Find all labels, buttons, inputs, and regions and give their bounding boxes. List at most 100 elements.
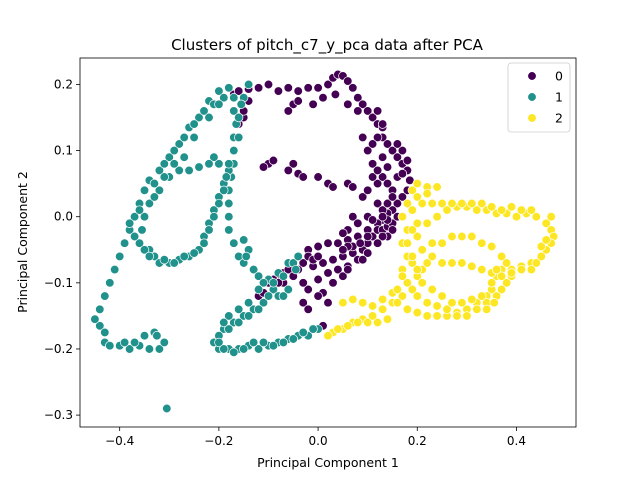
- point-cluster-1: [149, 178, 160, 189]
- point-cluster-0: [313, 83, 323, 93]
- point-cluster-0: [298, 172, 308, 182]
- point-cluster-1: [115, 251, 125, 262]
- point-cluster-1: [152, 331, 162, 341]
- point-cluster-2: [496, 205, 507, 215]
- point-cluster-2: [501, 278, 512, 288]
- point-cluster-1: [291, 264, 301, 275]
- point-cluster-0: [372, 238, 383, 248]
- point-cluster-1: [288, 334, 298, 344]
- point-cluster-0: [343, 76, 353, 86]
- x-tick-label: 0.0: [309, 434, 328, 448]
- point-cluster-2: [467, 198, 477, 209]
- point-cluster-2: [487, 278, 497, 288]
- point-cluster-0: [253, 83, 264, 93]
- point-cluster-2: [496, 284, 507, 295]
- point-cluster-1: [253, 271, 264, 281]
- point-cluster-1: [204, 225, 214, 235]
- x-tick-label: 0.2: [408, 434, 427, 448]
- point-cluster-0: [392, 139, 403, 149]
- legend-marker-1: [527, 92, 537, 102]
- point-cluster-0: [298, 298, 308, 308]
- point-cluster-1: [221, 172, 231, 182]
- point-cluster-1: [179, 152, 189, 162]
- point-cluster-2: [501, 258, 512, 268]
- point-cluster-1: [105, 278, 115, 288]
- point-cluster-1: [224, 159, 234, 169]
- y-tick-label: −0.2: [44, 342, 73, 356]
- point-cluster-1: [214, 86, 224, 96]
- point-cluster-0: [387, 145, 398, 156]
- point-cluster-2: [487, 202, 497, 212]
- point-cluster-1: [278, 291, 289, 301]
- point-cluster-2: [546, 212, 556, 222]
- point-cluster-2: [417, 198, 427, 209]
- point-cluster-0: [382, 139, 393, 149]
- point-cluster-0: [353, 93, 363, 103]
- point-cluster-1: [219, 317, 229, 328]
- x-tick-label: −0.2: [204, 434, 233, 448]
- point-cluster-1: [199, 238, 209, 248]
- point-cluster-1: [154, 165, 165, 176]
- point-cluster-1: [253, 284, 264, 295]
- point-cluster-2: [397, 212, 408, 222]
- point-cluster-2: [457, 298, 467, 308]
- legend-label-1: 1: [555, 90, 563, 105]
- point-cluster-2: [323, 331, 333, 341]
- point-cluster-2: [457, 231, 467, 242]
- point-cluster-2: [432, 182, 442, 192]
- point-cluster-2: [343, 321, 353, 331]
- point-cluster-0: [377, 152, 388, 162]
- point-cluster-0: [377, 119, 388, 129]
- point-cluster-1: [105, 341, 115, 351]
- point-cluster-2: [412, 231, 422, 242]
- y-tick-label: −0.1: [44, 276, 73, 290]
- point-cluster-1: [139, 331, 150, 341]
- point-cluster-0: [377, 172, 388, 182]
- point-cluster-2: [402, 238, 413, 248]
- point-cluster-2: [496, 251, 507, 262]
- point-cluster-2: [432, 301, 442, 311]
- point-cluster-2: [447, 298, 457, 308]
- point-cluster-2: [412, 178, 422, 189]
- point-cluster-1: [209, 212, 219, 222]
- point-cluster-1: [229, 106, 239, 116]
- point-cluster-1: [278, 271, 289, 281]
- point-cluster-1: [139, 245, 150, 255]
- point-cluster-1: [174, 139, 184, 149]
- point-cluster-0: [358, 132, 368, 143]
- point-cluster-2: [432, 212, 442, 222]
- point-cluster-0: [397, 169, 408, 179]
- point-cluster-0: [263, 79, 274, 90]
- point-cluster-0: [382, 198, 393, 209]
- point-cluster-1: [263, 291, 274, 301]
- legend-label-0: 0: [555, 69, 563, 84]
- point-cluster-1: [214, 337, 224, 348]
- point-cluster-2: [506, 202, 517, 212]
- point-cluster-1: [219, 93, 229, 103]
- point-cluster-1: [119, 337, 130, 348]
- point-cluster-1: [154, 344, 165, 354]
- point-cluster-1: [159, 172, 169, 182]
- point-cluster-1: [236, 99, 246, 109]
- point-cluster-0: [343, 264, 353, 275]
- point-cluster-1: [308, 324, 318, 334]
- point-cluster-2: [467, 261, 477, 271]
- point-cluster-0: [323, 79, 333, 90]
- point-cluster-0: [367, 139, 378, 149]
- point-cluster-2: [487, 241, 497, 252]
- point-cluster-0: [308, 99, 318, 109]
- point-cluster-1: [248, 264, 259, 275]
- point-cluster-0: [348, 83, 358, 93]
- point-cluster-0: [372, 132, 383, 143]
- point-cluster-1: [229, 238, 239, 248]
- point-cluster-1: [234, 132, 244, 143]
- point-cluster-1: [204, 159, 214, 169]
- point-cluster-0: [402, 155, 413, 166]
- point-cluster-1: [129, 212, 140, 222]
- x-axis-ticks: −0.4 −0.2 0.0 0.2 0.4: [105, 427, 526, 448]
- point-cluster-0: [372, 178, 383, 189]
- point-cluster-2: [407, 185, 417, 195]
- point-cluster-1: [169, 159, 179, 169]
- point-cluster-2: [407, 225, 417, 235]
